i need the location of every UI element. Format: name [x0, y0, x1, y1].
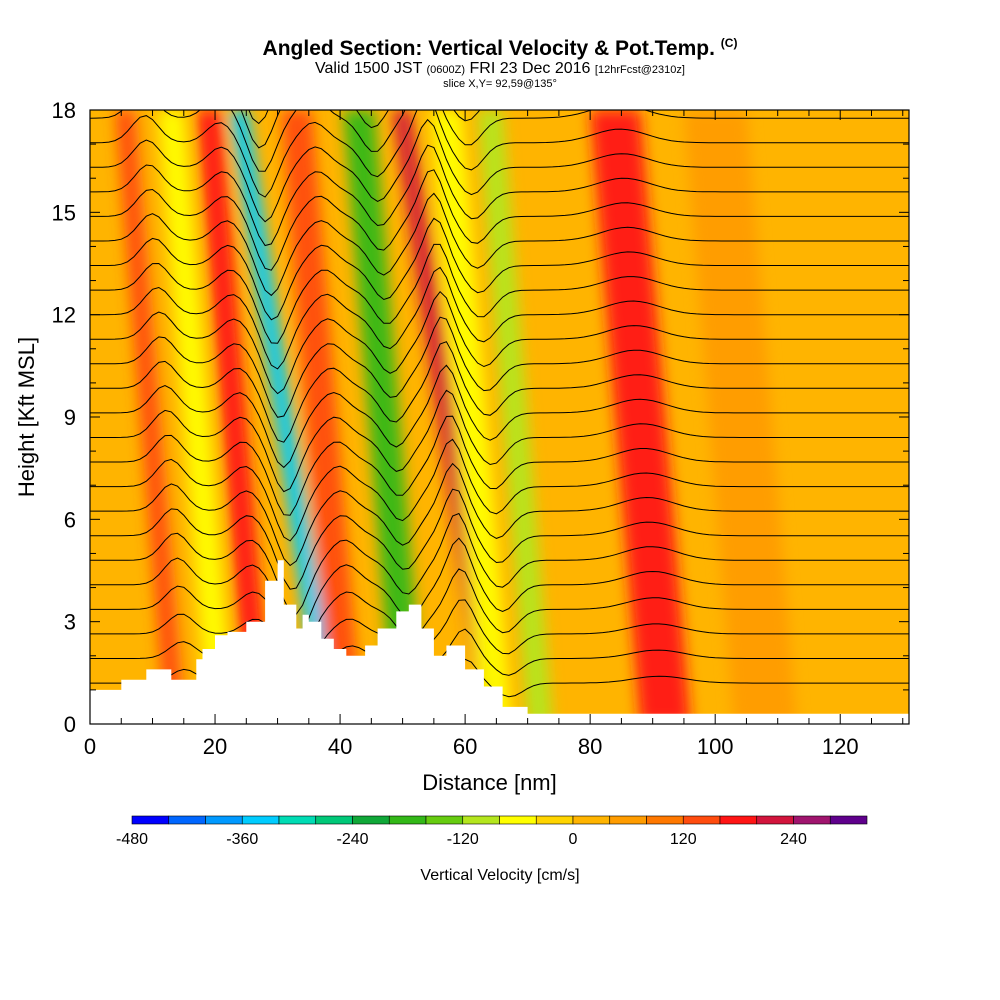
- forecast-info: [12hrFcst@2310z]: [594, 64, 685, 76]
- colorbar-swatch: [646, 815, 684, 825]
- isentrope-19: [90, 169, 909, 271]
- isentrope-21: [90, 118, 909, 223]
- isentrope-5: [90, 512, 909, 615]
- terrain: [90, 560, 909, 724]
- colorbar-tick-label: -480: [116, 831, 148, 848]
- velocity-field: [90, 110, 909, 724]
- colorbar-swatch: [462, 815, 500, 825]
- colorbar-swatch: [131, 815, 170, 825]
- colorbar-tick-label: 0: [569, 831, 578, 848]
- velocity-band-5: [280, 110, 362, 724]
- velocity-band-3: [196, 110, 272, 724]
- colorbar-swatch: [315, 815, 353, 825]
- isentrope-23: [90, 110, 909, 172]
- x-tick-label: 120: [822, 734, 859, 759]
- valid-utc: (0600Z): [426, 64, 466, 76]
- colorbar-swatch: [793, 815, 831, 825]
- isentrope-11: [90, 364, 909, 469]
- x-tick-label: 60: [453, 734, 477, 759]
- y-axis: 0 3 6 9 12 15 18 Height [Kft MSL]: [14, 98, 909, 737]
- isentrope-13: [90, 316, 909, 418]
- velocity-band-4: [229, 110, 339, 724]
- x-tick-label: 20: [203, 734, 227, 759]
- colorbar-swatch: [609, 815, 647, 825]
- isentropes: [90, 110, 909, 711]
- velocity-band-10: [590, 110, 691, 724]
- velocity-band-6: [343, 110, 425, 724]
- x-tick-label: 80: [578, 734, 602, 759]
- colorbar-swatch: [205, 815, 243, 825]
- velocity-band-0: [115, 110, 191, 724]
- isentrope-10: [90, 389, 909, 493]
- y-tick-label: 12: [52, 303, 76, 328]
- colorbar-swatch: [829, 815, 868, 825]
- velocity-band-2: [158, 110, 234, 724]
- isentrope-2: [90, 599, 909, 674]
- x-tick-label: 100: [697, 734, 734, 759]
- isentrope-9: [90, 415, 909, 516]
- colorbar-swatch: [499, 815, 537, 825]
- x-axis: 0 20 40 60 80 100 120 Distance [nm]: [84, 110, 904, 795]
- velocity-band-11: [683, 110, 797, 724]
- colorbar-swatch: [241, 815, 280, 825]
- velocity-band-8: [430, 110, 512, 724]
- colorbar-swatch: [572, 815, 611, 825]
- chart-title-text: Angled Section: Vertical Velocity & Pot.…: [262, 37, 715, 60]
- isentrope-3: [90, 568, 909, 657]
- isentrope-14: [90, 290, 909, 395]
- colorbar-swatch: [719, 815, 758, 825]
- y-tick-label: 6: [64, 507, 76, 532]
- x-tick-label: 0: [84, 734, 96, 759]
- chart-title: Angled Section: Vertical Velocity & Pot.…: [0, 36, 1000, 61]
- isentrope-22: [90, 110, 909, 198]
- valid-date: FRI 23 Dec 2016: [469, 60, 591, 77]
- colorbar-swatch: [388, 815, 427, 825]
- colorbar-swatch: [535, 815, 574, 825]
- colorbar-tick-label: -240: [336, 831, 368, 848]
- colorbar-label: Vertical Velocity [cm/s]: [420, 867, 579, 884]
- isentrope-20: [90, 144, 909, 247]
- colorbar: -480 -360 -240 -120 0 120 240 Vertical Velocity…: [116, 815, 868, 884]
- isentrope-16: [90, 243, 909, 344]
- isentrope-15: [90, 266, 909, 370]
- isentrope-12: [90, 341, 909, 443]
- x-axis-label: Distance [nm]: [422, 770, 557, 795]
- y-tick-label: 3: [64, 610, 76, 635]
- colorbar-swatch: [168, 815, 206, 825]
- isentrope-18: [90, 192, 909, 297]
- colorbar-swatch: [756, 815, 794, 825]
- isentrope-6: [90, 488, 909, 590]
- isentrope-17: [90, 217, 909, 321]
- colorbar-tick-label: -120: [447, 831, 479, 848]
- colorbar-swatch: [352, 815, 390, 825]
- x-tick-label: 40: [328, 734, 352, 759]
- isentrope-8: [90, 438, 909, 542]
- colorbar-swatch: [425, 815, 464, 825]
- colorbar-tick-label: -360: [226, 831, 258, 848]
- copyright-mark: (C): [720, 36, 738, 50]
- isentrope-7: [90, 462, 909, 567]
- y-tick-label: 15: [52, 200, 76, 225]
- chart-subtitle: Valid 1500 JST (0600Z) FRI 23 Dec 2016 […: [0, 60, 1000, 78]
- colorbar-tick-label: 240: [780, 831, 807, 848]
- colorbar-swatch: [278, 815, 317, 825]
- isentrope-4: [90, 537, 909, 639]
- y-axis-label: Height [Kft MSL]: [14, 337, 39, 497]
- colorbar-swatch: [682, 815, 721, 825]
- isentrope-25: [248, 110, 269, 125]
- y-tick-label: 0: [64, 712, 76, 737]
- y-tick-label: 9: [64, 405, 76, 430]
- y-tick-label: 18: [52, 98, 76, 123]
- colorbar-tick-label: 120: [670, 831, 697, 848]
- slice-info: slice X,Y= 92,59@135°: [443, 78, 557, 90]
- valid-time: Valid 1500 JST: [315, 60, 423, 77]
